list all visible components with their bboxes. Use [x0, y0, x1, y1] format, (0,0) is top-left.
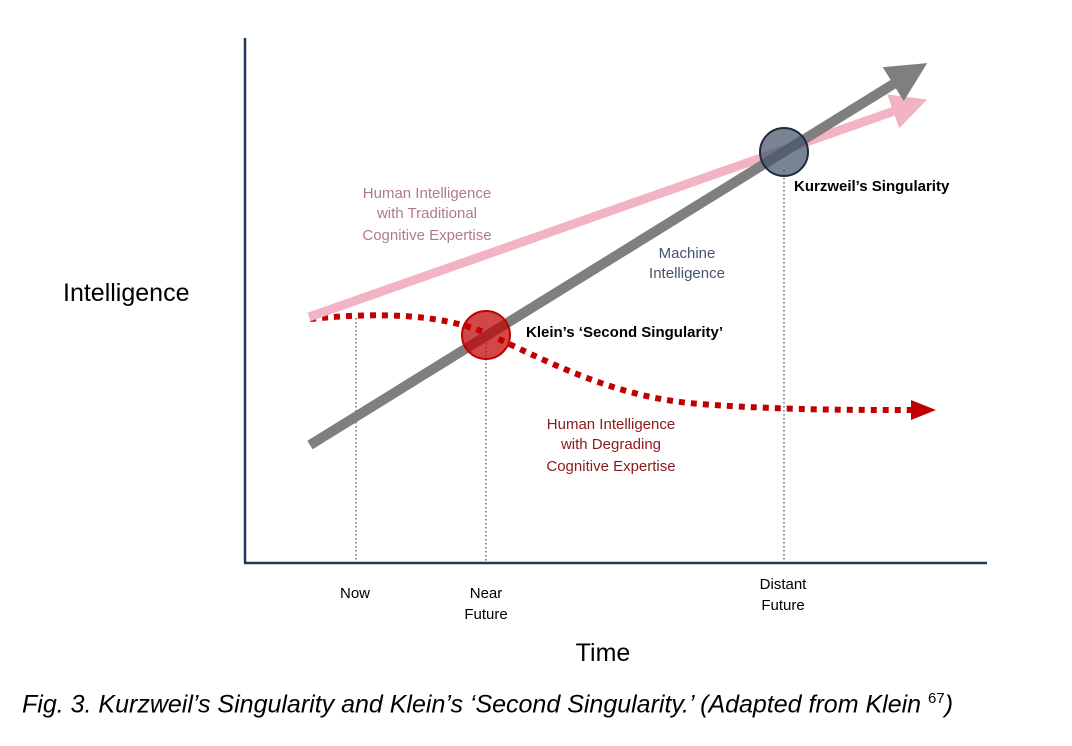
- tick-distant-line2: Future: [761, 597, 804, 614]
- traditional-label-line1: Human Intelligence: [363, 185, 491, 202]
- degrading-label-line2: with Degrading: [560, 436, 661, 453]
- kurzweil-label: Kurzweil’s Singularity: [794, 178, 950, 195]
- caption-reference: 67: [928, 690, 945, 707]
- traditional-label-line2: with Traditional: [376, 205, 477, 222]
- machine-label-line2: Intelligence: [649, 265, 725, 282]
- x-axis-label: Time: [576, 639, 631, 667]
- singularity-diagram: Kurzweil’s Singularity Klein’s ‘Second S…: [63, 38, 987, 667]
- degrading-label-line1: Human Intelligence: [547, 416, 675, 433]
- caption-close: ): [944, 690, 954, 719]
- tick-near-line2: Future: [464, 606, 507, 623]
- klein-label: Klein’s ‘Second Singularity’: [526, 324, 723, 341]
- figure-caption: Fig. 3. Kurzweil’s Singularity and Klein…: [22, 690, 1062, 719]
- tick-distant-line1: Distant: [760, 576, 808, 593]
- kurzweil-singularity-marker: [759, 127, 809, 177]
- degrading-intelligence-line: [309, 312, 913, 413]
- y-axis-label: Intelligence: [63, 279, 189, 307]
- klein-singularity-marker: [461, 310, 511, 360]
- machine-label-line1: Machine: [659, 245, 716, 262]
- traditional-label-line3: Cognitive Expertise: [362, 227, 491, 244]
- machine-intelligence-line: [307, 63, 928, 450]
- caption-text: Fig. 3. Kurzweil’s Singularity and Klein…: [22, 690, 929, 719]
- degrading-arrowhead: [911, 400, 936, 420]
- tick-near-line1: Near: [470, 585, 503, 602]
- degrading-label-line3: Cognitive Expertise: [546, 458, 675, 475]
- tick-now: Now: [340, 585, 370, 602]
